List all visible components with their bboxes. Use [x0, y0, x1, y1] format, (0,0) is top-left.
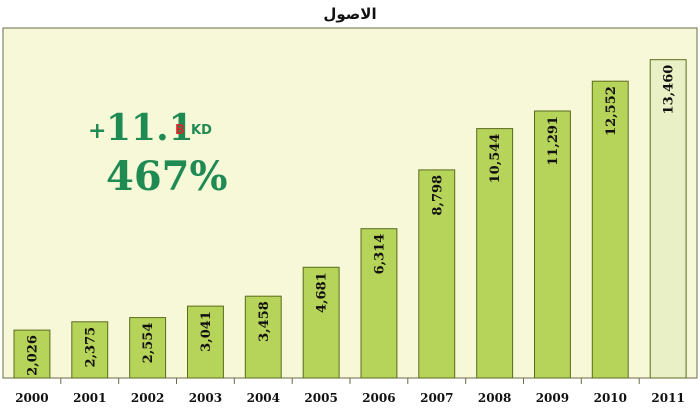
x-tick-label-2010: 2010 [594, 391, 627, 405]
bar-2011 [649, 59, 687, 379]
x-tick-label-2002: 2002 [131, 391, 164, 405]
bar-value-label-2004: 3,458 [257, 301, 272, 342]
x-tick-label-2006: 2006 [362, 391, 395, 405]
bar-value-label-2005: 4,681 [315, 272, 330, 313]
bar-2000 [13, 329, 51, 379]
x-tick-label-2005: 2005 [304, 391, 337, 405]
bar-2004 [244, 295, 282, 379]
annotation-unit-b: B [175, 123, 185, 138]
bar-2002 [129, 317, 167, 379]
bar-value-label-2006: 6,314 [372, 234, 387, 275]
x-tick-label-2003: 2003 [189, 391, 222, 405]
annotation-plus: + [88, 118, 106, 144]
bar-value-label-2000: 2,026 [25, 335, 40, 376]
bar-2009 [534, 110, 571, 379]
x-tick-label-2009: 2009 [536, 391, 569, 405]
x-tick-label-2001: 2001 [73, 391, 106, 405]
bar-2008 [476, 128, 514, 379]
x-tick-label-2008: 2008 [478, 391, 511, 405]
bar-value-label-2002: 2,554 [141, 323, 156, 364]
bar-value-label-2009: 11,291 [546, 116, 561, 166]
bar-2001 [71, 321, 109, 379]
bar-value-label-2008: 10,544 [488, 134, 503, 184]
bar-value-label-2011: 13,460 [662, 65, 677, 115]
x-tick-label-2004: 2004 [247, 391, 280, 405]
annotation-growth-value: 11.1 [106, 107, 194, 149]
bar-value-label-2007: 8,798 [430, 175, 445, 216]
bars-group [13, 59, 687, 379]
plot-panel [2, 27, 698, 379]
x-tick-label-2007: 2007 [420, 391, 453, 405]
value-labels-group: 2,026 2,375 2,554 3,041 3,458 4,681 6,314 8,798… [25, 65, 676, 376]
growth-annotation: + 11.1 B KD 467% [88, 107, 228, 200]
chart-title: الاصول [323, 5, 376, 23]
bar-value-label-2001: 2,375 [83, 327, 98, 368]
bar-value-label-2010: 12,552 [604, 86, 619, 136]
x-tick-label-2000: 2000 [15, 391, 48, 405]
annotation-growth-percent: 467% [106, 153, 228, 200]
bar-2010 [591, 80, 629, 379]
bar-2003 [187, 305, 224, 379]
bar-2006 [360, 228, 398, 379]
bar-value-label-2003: 3,041 [199, 311, 214, 352]
x-tick-label-2011: 2011 [651, 391, 684, 405]
x-axis: 2000 2001 2002 2003 2004 2005 2006 2007 2008 2009… [15, 378, 685, 405]
annotation-unit-kd: KD [191, 123, 212, 138]
bar-2007 [418, 169, 456, 379]
bar-2005 [302, 266, 340, 379]
